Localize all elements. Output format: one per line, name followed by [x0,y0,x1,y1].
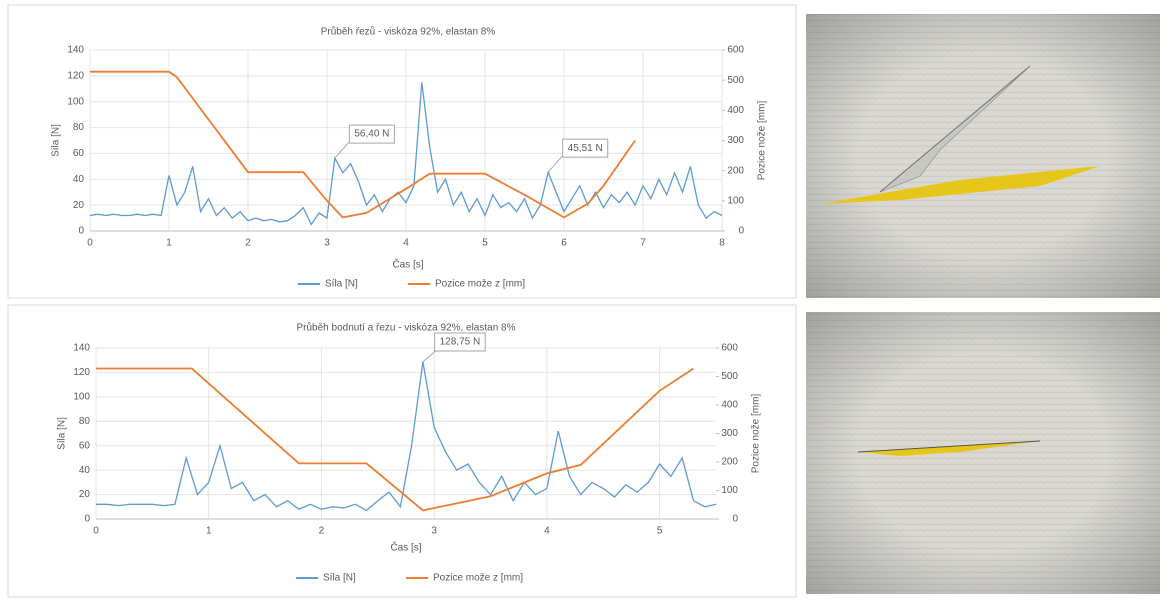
legend-label: Síla [N] [323,573,356,584]
photo [806,312,1160,594]
y-tick-label: 60 [79,440,91,451]
y-tick-label: 120 [67,70,84,81]
y2-tick-label: 0 [732,514,738,525]
y2-tick-label: 200 [727,165,744,176]
annotation-pointer [547,155,563,173]
y-tick-label: 60 [73,148,85,159]
y2-tick-label: 300 [721,428,738,439]
y2-axis-label: Pozice nože [mm] [757,101,768,181]
y-tick-label: 0 [78,226,84,237]
y-tick-label: 40 [73,174,85,185]
x-tick-label: 2 [245,238,251,249]
y2-tick-label: 500 [727,75,744,86]
legend-label: Pozice može z [mm] [435,279,525,290]
x-tick-label: 4 [544,526,550,537]
annotation-label: 128,75 N [440,337,481,348]
legend-label: Pozice može z [mm] [433,573,523,584]
y2-axis-label: Pozice nože [mm] [751,394,762,474]
photo [806,14,1160,298]
x-tick-label: 7 [640,238,646,249]
data-line [90,70,636,219]
y-tick-label: 80 [73,122,85,133]
data-line [96,367,694,512]
chart-frame [7,4,797,299]
annotation-label: 56,40 N [354,129,389,140]
chart-frame [7,304,797,598]
x-axis-label: Čas [s] [392,258,423,271]
annotation-box [562,138,609,158]
x-tick-label: 3 [431,526,437,537]
y2-tick-label: 400 [721,400,738,411]
y-tick-label: 0 [84,514,90,525]
y2-tick-label: 500 [721,371,738,382]
y-axis-label: Síla [N] [51,124,62,157]
y2-tick-label: 200 [721,457,738,468]
y2-tick-label: 300 [727,135,744,146]
y-tick-label: 20 [79,489,91,500]
annotation-box [348,124,395,144]
x-tick-label: 1 [206,526,212,537]
y-tick-label: 80 [79,416,91,427]
y-tick-label: 100 [73,391,90,402]
annotation-box [434,332,486,352]
y-axis-label: Síla [N] [57,417,68,450]
x-tick-label: 2 [319,526,325,537]
x-tick-label: 4 [403,238,409,249]
y-tick-label: 20 [73,200,85,211]
chart-title: Průběh řezů - viskóza 92%, elastan 8% [321,26,496,38]
y2-tick-label: 400 [727,105,744,116]
x-tick-label: 3 [324,238,330,249]
x-tick-label: 0 [87,238,93,249]
y-tick-label: 100 [67,96,84,107]
y-tick-label: 120 [73,367,90,378]
y2-tick-label: 600 [721,343,738,354]
annotation-label: 45,51 N [568,143,603,154]
x-tick-label: 6 [561,238,567,249]
y-tick-label: 140 [73,343,90,354]
y2-tick-label: 100 [727,195,744,206]
x-axis-label: Čas [s] [390,541,421,554]
data-line [96,361,717,512]
x-tick-label: 1 [166,238,172,249]
y2-tick-label: 600 [727,45,744,56]
annotation-pointer [422,349,438,363]
legend-label: Síla [N] [325,279,358,290]
y-tick-label: 40 [79,465,91,476]
x-tick-label: 0 [93,526,99,537]
chart-title: Průběh bodnutí a řezu - viskóza 92%, ela… [296,322,515,334]
x-tick-label: 8 [719,238,725,249]
data-line [89,82,723,226]
annotation-pointer [334,141,350,159]
y2-tick-label: 100 [721,485,738,496]
y2-tick-label: 0 [738,226,744,237]
y-tick-label: 140 [67,45,84,56]
x-tick-label: 5 [482,238,488,249]
x-tick-label: 5 [657,526,663,537]
